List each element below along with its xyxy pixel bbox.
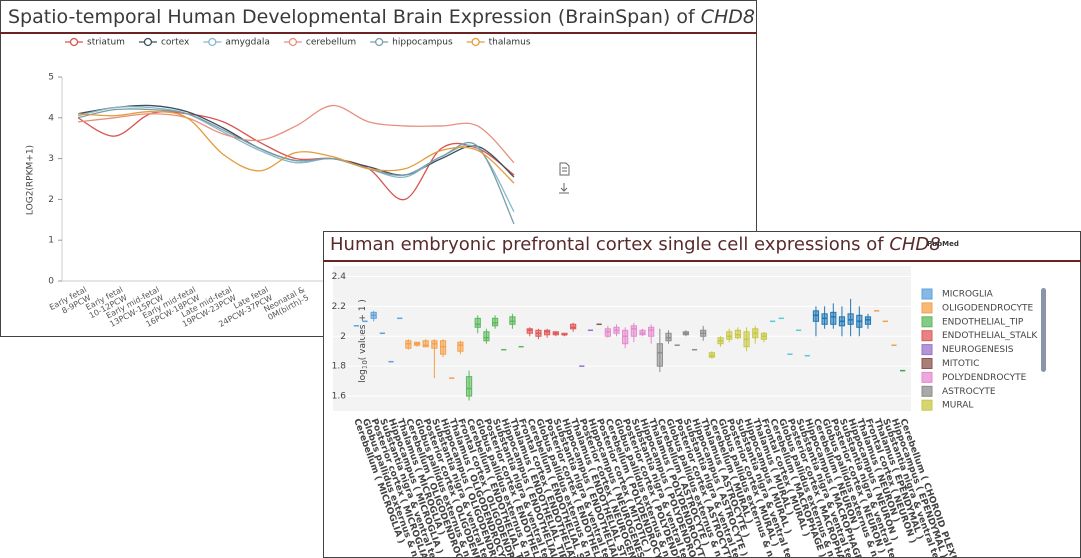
box-body — [656, 343, 663, 367]
y-tick-label: 2.4 — [332, 272, 347, 282]
legend-label: cerebellum — [306, 38, 356, 48]
y-tick-label: 5 — [48, 73, 54, 83]
legend-label: MICROGLIA — [942, 290, 994, 300]
y-label-part: log — [358, 369, 368, 383]
box-body — [422, 340, 429, 348]
legend-marker — [288, 37, 298, 47]
legend-label: POLYDENDROCYTE — [942, 373, 1027, 383]
title-text: Spatio-temporal Human Developmental Brai… — [8, 6, 696, 28]
y-label-part: ( values + 1 ) — [358, 299, 368, 360]
legend-label: ASTROCYTE — [942, 387, 996, 397]
box-body — [474, 317, 481, 328]
legend-label: ENDOTHELIAL_STALK — [942, 331, 1038, 341]
pubmed-badge[interactable]: PubMed — [927, 240, 959, 248]
document-icon[interactable] — [559, 162, 570, 176]
box-body — [830, 311, 837, 325]
box-body — [648, 326, 655, 337]
legend-marker — [375, 37, 384, 47]
legend-label: amygdala — [225, 38, 270, 48]
legend-marker — [471, 37, 480, 47]
panel-single-cell: Human embryonic prefrontal cortex single… — [323, 231, 1081, 558]
legend-swatch — [921, 399, 933, 411]
legend-marker — [208, 37, 217, 47]
box-body — [630, 325, 637, 337]
box-body — [457, 341, 464, 352]
legend-swatch — [921, 344, 933, 356]
legend-label: MURAL — [942, 401, 973, 411]
title-text: Human embryonic prefrontal cortex single… — [330, 234, 884, 255]
legend-swatch — [921, 330, 933, 342]
y-tick-label: 2 — [340, 332, 346, 342]
series-line — [77, 111, 515, 184]
y-tick-label: 2 — [48, 195, 54, 205]
y-tick-label: 1.8 — [332, 362, 347, 372]
legend-label: OLIGODENDROCYTE — [942, 303, 1034, 313]
legend-label: ENDOTHELIAL_TIP — [942, 317, 1024, 327]
legend-label: NEUROGENESIS — [942, 345, 1014, 355]
y-tick-label: 0 — [48, 277, 54, 287]
legend-marker — [69, 37, 79, 47]
y-axis-label: log10( values + 1 ) — [358, 299, 370, 383]
legend-swatch — [921, 385, 933, 397]
y-axis-label: LOG2(RPKM+1) — [26, 145, 36, 215]
y-tick-label: 2.2 — [332, 302, 346, 312]
legend-scrollbar[interactable] — [1041, 288, 1046, 372]
title-gene: CHD8 — [701, 6, 755, 28]
y-tick-label: 4 — [48, 113, 54, 123]
legend: MICROGLIA OLIGODENDROCYTE ENDOTHELIAL_TIP E… — [921, 288, 1038, 411]
y-tick-label: 1 — [48, 236, 54, 246]
y-tick-label: 1.6 — [332, 392, 347, 402]
title-gene: CHD8 — [889, 234, 940, 255]
series-line — [77, 108, 515, 225]
legend-swatch — [921, 316, 933, 328]
chart-title: Human embryonic prefrontal cortex single… — [330, 234, 941, 255]
plot-background — [333, 266, 911, 411]
series-line — [77, 104, 515, 164]
download-icon[interactable] — [559, 183, 569, 194]
legend-swatch — [921, 358, 933, 369]
legend-swatch — [921, 371, 933, 383]
legend-label: MITOTIC — [942, 359, 979, 369]
legend-swatch — [921, 302, 933, 314]
legend-marker — [143, 37, 153, 47]
legend-label: cortex — [161, 38, 190, 48]
legend-label: thalamus — [489, 38, 531, 48]
chart-title: Spatio-temporal Human Developmental Brai… — [8, 6, 755, 28]
box-body — [483, 331, 490, 342]
y-label-sub: 10 — [361, 360, 369, 369]
y-tick-label: 3 — [48, 154, 54, 164]
legend-swatch — [921, 288, 933, 300]
box-body — [465, 376, 473, 397]
legend-label: hippocampus — [392, 38, 453, 48]
legend-label: striatum — [87, 38, 125, 48]
